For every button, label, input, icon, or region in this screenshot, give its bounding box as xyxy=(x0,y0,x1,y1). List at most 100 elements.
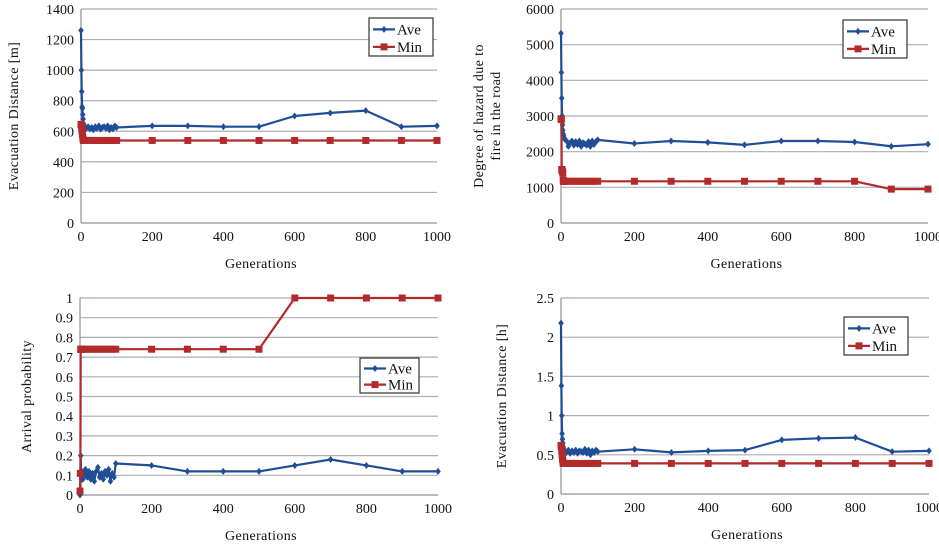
x-tick-label: 800 xyxy=(845,501,866,516)
data-point-min xyxy=(575,177,583,185)
data-point-min xyxy=(94,345,102,353)
legend: Ave Min xyxy=(842,19,908,59)
data-point-min xyxy=(564,177,572,185)
x-tick-label: 400 xyxy=(213,502,234,517)
data-point-min xyxy=(741,459,749,467)
y-tick-label: 0.8 xyxy=(56,331,74,346)
data-point-min xyxy=(81,136,89,144)
data-point-ave xyxy=(94,124,100,132)
data-point-min xyxy=(83,345,91,353)
data-point-ave xyxy=(888,142,895,150)
data-point-min xyxy=(291,136,299,144)
x-tick-label: 0 xyxy=(78,230,85,245)
legend-label-min: Min xyxy=(872,339,898,355)
legend-marker-ave xyxy=(856,324,862,332)
data-point-ave xyxy=(363,461,370,469)
chart3-panel: 0 0.1 0.2 0.3 0.4 0.5 0.6 0.7 0.8 0.9 1 0 200 400 600 8… xyxy=(20,292,452,544)
legend-marker-ave xyxy=(855,27,861,35)
data-point-min xyxy=(557,116,565,124)
legend-label-ave: Ave xyxy=(871,24,895,40)
data-point-ave xyxy=(563,137,570,145)
data-point-ave xyxy=(292,461,298,469)
x-tick-label: 200 xyxy=(141,502,162,517)
y-tick-label: 5000 xyxy=(526,39,554,54)
data-point-min xyxy=(91,136,99,144)
data-point-ave xyxy=(583,449,590,457)
data-point-ave xyxy=(184,467,191,475)
data-point-ave xyxy=(327,456,334,464)
chart1-panel: 0 200 400 600 800 1000 1200 1400 0 200 400 600 800 10… xyxy=(7,3,451,272)
data-point-min xyxy=(568,459,576,467)
data-point-min xyxy=(184,136,192,144)
data-point-ave xyxy=(668,448,675,456)
y-axis-label: Degree of hazard due to xyxy=(472,44,487,188)
data-point-ave xyxy=(889,448,895,456)
data-point-min xyxy=(924,185,932,193)
x-tick-label: 800 xyxy=(355,230,376,245)
x-tick-label: 600 xyxy=(284,502,305,517)
legend-label-ave: Ave xyxy=(388,362,412,378)
data-point-ave xyxy=(558,319,564,327)
y-tick-label: 1200 xyxy=(46,34,74,49)
data-point-min xyxy=(630,177,638,185)
y-tick-label: 1.5 xyxy=(537,370,555,385)
x-tick-label: 0 xyxy=(77,502,84,517)
legend: Ave Min xyxy=(368,17,434,57)
data-point-ave xyxy=(113,459,119,467)
data-point-ave xyxy=(778,137,784,145)
data-point-min xyxy=(778,459,786,467)
data-point-ave xyxy=(571,448,577,456)
data-point-min xyxy=(433,136,441,144)
data-point-ave xyxy=(95,463,101,471)
legend-label-min: Min xyxy=(388,378,414,394)
data-point-ave xyxy=(569,137,575,145)
data-point-ave xyxy=(742,446,748,454)
data-point-ave xyxy=(587,142,594,150)
data-point-min xyxy=(108,345,116,353)
data-point-ave xyxy=(185,122,191,130)
chart2-panel: 0 1000 2000 3000 4000 5000 6000 0 200 400 600 800 10… xyxy=(472,3,939,272)
data-point-ave xyxy=(398,123,405,131)
data-point-ave xyxy=(79,104,86,112)
data-point-min xyxy=(90,345,98,353)
y-tick-label: 0.2 xyxy=(56,450,74,465)
legend-box xyxy=(368,17,434,57)
data-point-ave xyxy=(327,109,333,117)
data-point-ave xyxy=(815,137,821,145)
y-tick-label: 1000 xyxy=(46,64,74,79)
data-point-ave xyxy=(815,434,822,442)
data-point-min xyxy=(148,345,156,353)
y-tick-label: 400 xyxy=(53,156,74,171)
data-point-min xyxy=(255,345,263,353)
data-point-ave xyxy=(705,138,711,146)
data-point-min xyxy=(741,177,748,185)
y-tick-label: 0.3 xyxy=(56,430,74,445)
data-point-min xyxy=(583,177,591,185)
legend-marker-min xyxy=(854,45,862,53)
data-point-min xyxy=(572,177,580,185)
data-point-min xyxy=(98,136,106,144)
data-point-ave xyxy=(434,122,440,130)
x-tick-label: 200 xyxy=(142,230,163,245)
legend: Ave Min xyxy=(843,316,909,356)
data-point-ave xyxy=(705,447,711,455)
legend-box xyxy=(359,357,420,394)
data-point-min xyxy=(667,459,675,467)
legend-label-ave: Ave xyxy=(872,321,896,337)
y-tick-label: 2 xyxy=(547,331,554,346)
data-point-min xyxy=(579,177,587,185)
y-tick-label: 0 xyxy=(66,489,73,504)
data-point-min xyxy=(594,177,602,185)
data-point-ave xyxy=(78,66,85,74)
legend-label-min: Min xyxy=(871,42,897,58)
y-axis-label: Evacuation Distance [m] xyxy=(7,42,22,190)
data-point-min xyxy=(101,345,109,353)
data-point-min xyxy=(398,294,406,302)
y-tick-label: 800 xyxy=(53,95,74,110)
data-point-min xyxy=(575,459,583,467)
data-point-min xyxy=(568,177,576,185)
y-tick-label: 0.6 xyxy=(56,371,74,386)
y-tick-label: 0 xyxy=(67,217,74,232)
data-point-ave xyxy=(148,461,155,469)
x-tick-label: 1000 xyxy=(914,230,939,245)
